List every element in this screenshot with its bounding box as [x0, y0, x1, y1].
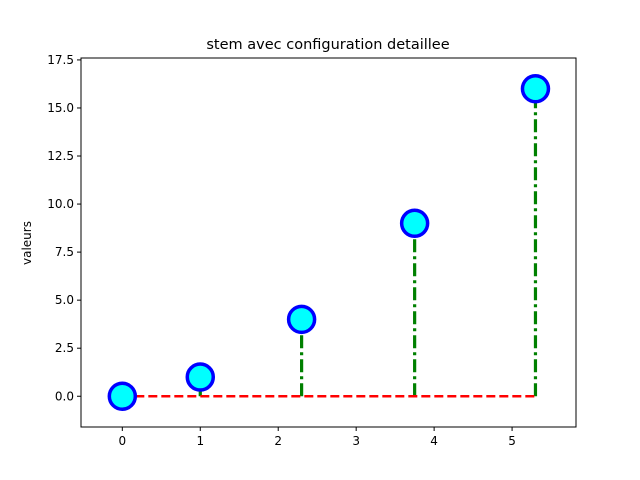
stem-marker [107, 381, 138, 411]
x-tick-label: 3 [352, 434, 360, 448]
x-tick-label: 5 [508, 434, 516, 448]
y-tick-label: 15.0 [47, 101, 74, 115]
x-tick-label: 2 [274, 434, 282, 448]
stem-marker [520, 74, 551, 104]
stem-marker [286, 304, 317, 335]
x-tick-label: 1 [196, 434, 204, 448]
y-tick-label: 0.0 [55, 389, 74, 403]
axes-frame [80, 57, 577, 428]
y-tick-label: 10.0 [47, 197, 74, 211]
stem-marker [399, 208, 430, 239]
y-tick-label: 2.5 [55, 341, 74, 355]
y-axis-label: valeurs [20, 221, 34, 265]
x-tick-label: 0 [118, 434, 126, 448]
y-tick-label: 12.5 [47, 149, 74, 163]
y-tick-label: 17.5 [47, 53, 74, 67]
plot-area: 0 1 2 3 4 5 0.0 2.5 5.0 7.5 10.0 12.5 15.0 17.5 [47, 53, 577, 448]
chart-title: stem avec configuration detaillee [206, 37, 449, 53]
y-tick-label: 7.5 [55, 245, 74, 259]
y-tick-label: 5.0 [55, 293, 74, 307]
x-tick-label: 4 [430, 434, 438, 448]
stem-marker [185, 362, 216, 392]
